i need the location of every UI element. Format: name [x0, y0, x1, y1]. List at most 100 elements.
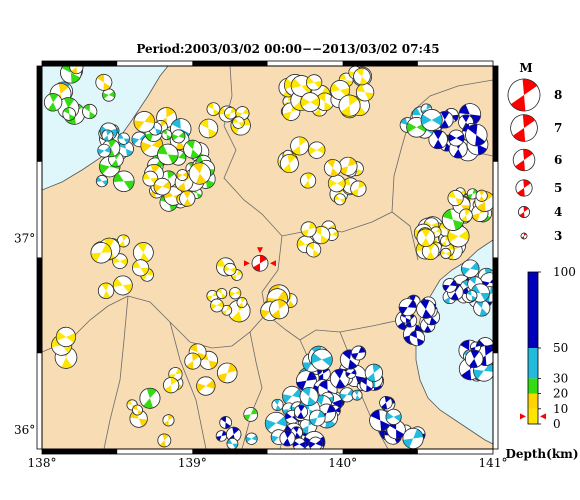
focal-mechanism: [440, 247, 452, 259]
focal-mechanism: [157, 143, 179, 166]
focal-mechanism: [55, 326, 76, 348]
focal-mechanism: [188, 162, 211, 185]
focal-mechanism: [60, 66, 82, 84]
focal-mechanism: [206, 102, 221, 116]
focal-mechanism: [196, 376, 216, 396]
focal-mechanism: [161, 129, 173, 141]
focal-mechanism: [339, 387, 355, 403]
focal-mechanism: [264, 411, 288, 435]
focal-mechanism: [333, 193, 346, 206]
depth-tick-label: 0: [553, 417, 561, 431]
focal-mechanism: [162, 414, 175, 427]
focal-mechanism: [219, 416, 232, 429]
focal-mechanism: [306, 242, 322, 258]
focal-mechanism: [416, 299, 436, 319]
focal-mechanism: [112, 253, 128, 269]
focal-mechanism: [133, 242, 154, 263]
focal-mechanism: [171, 129, 186, 144]
focal-mechanism: [345, 367, 357, 379]
focal-mechanism: [113, 170, 135, 193]
mainshock-marker: [243, 260, 250, 267]
focal-mechanism: [216, 288, 228, 300]
lon-tick-label: 140°: [328, 456, 357, 470]
depth-pointer: [540, 413, 546, 420]
magnitude-legend-ball: [507, 78, 541, 112]
focal-mechanism: [229, 287, 242, 300]
focal-mechanism: [447, 190, 464, 207]
magnitude-legend-label: 4: [554, 205, 562, 219]
depth-tick-label: 100: [553, 265, 576, 279]
focal-mechanism: [95, 73, 113, 91]
focal-mechanism: [466, 188, 479, 200]
focal-mechanism: [226, 437, 239, 449]
focal-mechanism: [465, 289, 478, 302]
magnitude-legend-label: 8: [554, 88, 562, 102]
focal-mechanism: [379, 396, 393, 410]
depth-tick-label: 20: [553, 387, 568, 401]
focal-mechanism: [223, 262, 237, 276]
magnitude-legend-label: 3: [554, 229, 562, 243]
focal-mechanism: [198, 118, 219, 139]
lon-tick-label: 141°: [479, 456, 508, 470]
focal-mechanism: [364, 363, 383, 382]
focal-mechanism: [90, 242, 112, 264]
depth-tick-label: 50: [553, 341, 568, 355]
mainshock-mechanism: [251, 254, 269, 272]
focal-mechanism: [224, 106, 237, 120]
focal-mechanism: [132, 404, 143, 416]
focal-mechanism: [385, 408, 402, 425]
focal-mechanism: [279, 154, 299, 173]
focal-mechanism: [43, 93, 63, 112]
focal-mechanism: [133, 111, 156, 133]
mainshock-marker: [256, 247, 263, 254]
focal-mechanism: [82, 103, 98, 120]
lat-tick-label: 37°: [14, 231, 35, 245]
focal-mechanism: [428, 129, 448, 150]
focal-mechanism: [112, 275, 133, 296]
focal-mechanism: [369, 409, 392, 432]
focal-mechanism: [308, 141, 326, 159]
mainshock: [243, 247, 276, 272]
focal-mechanism: [409, 330, 426, 347]
focal-mechanism: [420, 109, 443, 131]
magnitude-legend-label: 5: [554, 181, 562, 195]
focal-mechanism: [310, 348, 333, 371]
focal-mechanism: [353, 67, 371, 86]
map-title: Period:2003/03/02 00:00−−2013/03/02 07:4…: [136, 42, 439, 56]
focal-mechanism: [447, 129, 465, 147]
focal-mechanism: [69, 66, 84, 75]
magnitude-legend: M 8 7 6 5 4 3: [507, 61, 562, 243]
focal-mechanism: [210, 298, 224, 313]
magnitude-legend-label: 7: [554, 121, 562, 135]
focal-mechanism: [153, 177, 172, 196]
focal-mechanism: [309, 409, 326, 427]
depth-band: [528, 393, 538, 409]
depth-band: [528, 272, 538, 348]
focal-mechanism: [95, 175, 109, 188]
lat-tick-label: 36°: [14, 423, 35, 437]
focal-mechanism: [416, 228, 436, 247]
focal-mechanism: [139, 387, 161, 409]
focal-mechanism: [132, 259, 150, 277]
magnitude-legend-ball: [515, 179, 533, 197]
focal-mechanism: [312, 226, 331, 245]
focal-mechanism: [271, 398, 284, 411]
focal-mechanism: [459, 208, 473, 223]
focal-mechanism: [323, 159, 342, 177]
focal-mechanism: [184, 352, 202, 370]
focal-mechanism: [269, 299, 290, 320]
focal-mechanism: [475, 189, 488, 202]
longitude-ticks: 138° 139° 140° 141°: [28, 456, 508, 470]
depth-band: [528, 348, 538, 379]
focal-mechanism: [359, 378, 374, 392]
focal-mechanism: [116, 234, 130, 248]
mainshock-marker: [269, 260, 276, 267]
focal-mechanism: [216, 362, 238, 384]
magnitude-legend-title: M: [519, 61, 532, 75]
focal-mechanism: [308, 436, 323, 449]
focal-mechanism: [245, 432, 258, 445]
focal-mechanism: [157, 433, 172, 448]
focal-mechanism: [398, 298, 417, 317]
